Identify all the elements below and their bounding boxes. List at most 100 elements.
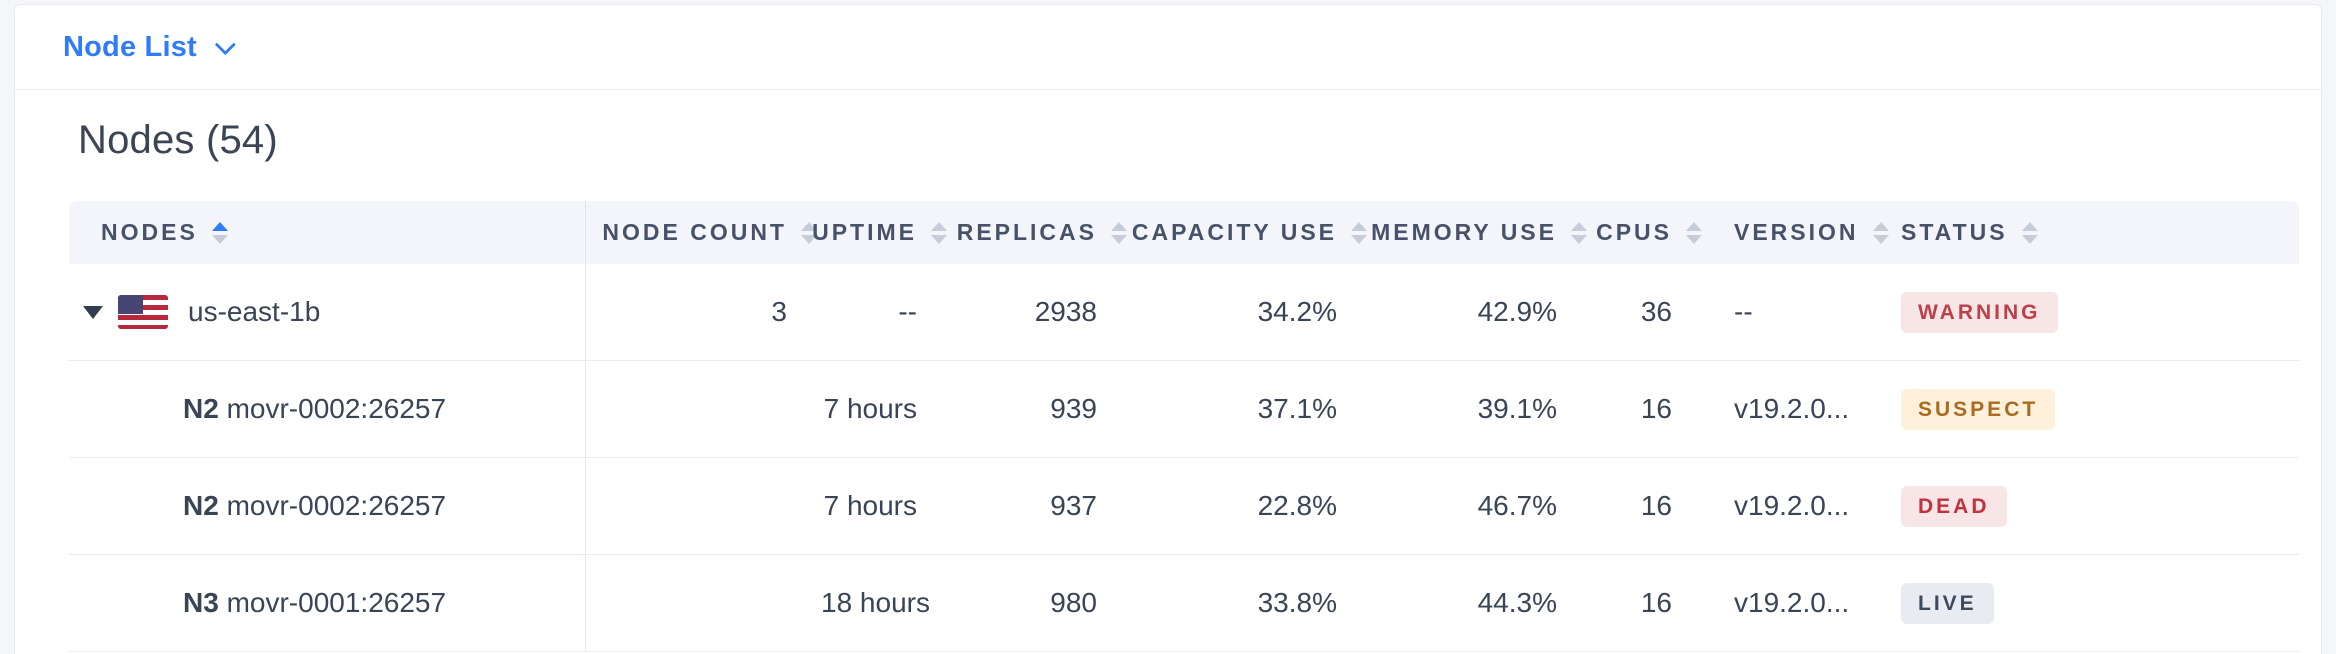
column-header-replicas[interactable]: REPLICAS — [951, 201, 1131, 264]
sort-icon — [1111, 221, 1127, 244]
column-header-name[interactable]: NODES — [69, 201, 586, 264]
cell-memory_use: 42.9% — [1477, 296, 1557, 327]
us-flag-icon — [118, 295, 168, 329]
sort-icon — [931, 221, 947, 244]
cell-replicas: 937 — [1050, 490, 1097, 521]
cell-status: SUSPECT — [1871, 388, 2299, 430]
column-header-label: CPUS — [1596, 219, 1672, 245]
node-row[interactable]: N2 movr-0002:26257 7 hours 939 37.1% 39.1% 16… — [69, 361, 2299, 458]
caret-down-icon[interactable] — [83, 305, 103, 319]
column-header-version[interactable]: VERSION — [1706, 201, 1889, 264]
cell-memory_use: 44.3% — [1477, 587, 1557, 618]
column-header-label: UPTIME — [812, 219, 917, 245]
table-body: us-east-1b 3 -- 2938 34.2% 42.9% 36 -- WARNING N2… — [69, 264, 2299, 652]
status-badge: WARNING — [1901, 291, 2058, 333]
sort-icon — [1686, 221, 1702, 244]
sort-asc-arrow-icon — [1351, 221, 1367, 231]
sort-desc-arrow-icon — [801, 234, 817, 244]
column-header-label: VERSION — [1734, 219, 1859, 245]
chevron-down-icon — [214, 33, 236, 55]
sort-asc-arrow-icon — [2021, 221, 2038, 231]
column-header-uptime[interactable]: UPTIME — [812, 201, 951, 264]
node-row[interactable]: N2 movr-0002:26257 7 hours 937 22.8% 46.7% 16… — [69, 458, 2299, 555]
cell-version: v19.2.0... — [1734, 587, 1850, 618]
cell-capacity_use: 34.2% — [1257, 296, 1337, 327]
cell-capacity_use: 22.8% — [1257, 490, 1337, 521]
node-id: N3 — [183, 587, 219, 618]
sort-icon — [801, 221, 817, 244]
cell-version: -- — [1734, 296, 1753, 327]
node-link[interactable]: N2 movr-0002:26257 — [183, 393, 446, 425]
cell-cpus: 16 — [1640, 490, 1672, 521]
cell-status: WARNING — [1871, 291, 2299, 333]
column-header-status[interactable]: STATUS — [1871, 201, 2299, 264]
node-address: movr-0002:26257 — [218, 490, 447, 521]
cell-replicas: 980 — [1050, 587, 1097, 618]
cell-uptime: 7 hours — [823, 490, 917, 521]
sort-icon — [1872, 221, 1889, 244]
node-link[interactable]: N2 movr-0002:26257 — [183, 490, 446, 522]
sort-desc-arrow-icon — [211, 234, 228, 244]
view-switcher-label: Node List — [63, 30, 197, 63]
cell-uptime: 18 hours — [821, 587, 930, 618]
column-header-label: NODE COUNT — [602, 219, 787, 245]
cell-version: v19.2.0... — [1734, 393, 1850, 424]
node-list-panel: Node List Nodes (54) NODES NODE COUNT UPTI… — [14, 4, 2322, 654]
cell-cpus: 36 — [1640, 296, 1672, 327]
sort-asc-arrow-icon — [1872, 221, 1889, 231]
cell-memory_use: 39.1% — [1477, 393, 1557, 424]
region-name: us-east-1b — [188, 296, 321, 327]
sort-desc-arrow-icon — [1686, 234, 1702, 244]
view-switcher-bar: Node List — [15, 5, 2321, 90]
cell-nodes: N3 movr-0001:26257 — [69, 555, 586, 651]
column-header-label: CAPACITY USE — [1131, 219, 1337, 245]
column-header-label: STATUS — [1901, 219, 2008, 245]
cell-capacity_use: 33.8% — [1257, 587, 1337, 618]
flag-canton — [118, 295, 143, 314]
column-header-label: NODES — [101, 219, 198, 245]
column-header-cpus[interactable]: CPUS — [1591, 201, 1706, 264]
cell-cpus: 16 — [1640, 587, 1672, 618]
cell-version: v19.2.0... — [1734, 490, 1850, 521]
column-header-capacity_use[interactable]: CAPACITY USE — [1131, 201, 1371, 264]
cell-status: DEAD — [1871, 485, 2299, 527]
cell-memory_use: 46.7% — [1477, 490, 1557, 521]
status-badge: DEAD — [1901, 485, 2007, 527]
column-header-node_count[interactable]: NODE COUNT — [586, 201, 821, 264]
sort-desc-arrow-icon — [1571, 234, 1587, 244]
view-switcher-dropdown[interactable]: Node List — [63, 30, 236, 64]
page-title: Nodes (54) — [78, 118, 278, 162]
status-badge: LIVE — [1901, 582, 1994, 624]
node-address: movr-0002:26257 — [218, 393, 447, 424]
cell-uptime: -- — [898, 296, 917, 327]
sort-icon — [211, 221, 228, 244]
cell-uptime: 7 hours — [823, 393, 917, 424]
sort-asc-arrow-icon — [801, 221, 817, 231]
sort-desc-arrow-icon — [1872, 234, 1889, 244]
node-id: N2 — [183, 490, 219, 521]
table-header-row: NODES NODE COUNT UPTIME REPLICAS CAPACITY US… — [69, 201, 2299, 264]
sort-asc-arrow-icon — [931, 221, 947, 231]
sort-asc-arrow-icon — [1111, 221, 1127, 231]
column-header-label: REPLICAS — [956, 219, 1097, 245]
cell-replicas: 2938 — [1034, 296, 1097, 327]
node-address: movr-0001:26257 — [218, 587, 447, 618]
cell-capacity_use: 37.1% — [1257, 393, 1337, 424]
content-area: Nodes (54) NODES NODE COUNT UPTIME REPLICAS… — [15, 90, 2321, 652]
sort-desc-arrow-icon — [1351, 234, 1367, 244]
sort-desc-arrow-icon — [2021, 234, 2038, 244]
column-header-memory_use[interactable]: MEMORY USE — [1371, 201, 1591, 264]
node-row[interactable]: N3 movr-0001:26257 18 hours 980 33.8% 44.3% 1… — [69, 555, 2299, 652]
cell-status: LIVE — [1871, 582, 2299, 624]
column-header-label: MEMORY USE — [1371, 219, 1557, 245]
region-row[interactable]: us-east-1b 3 -- 2938 34.2% 42.9% 36 -- WARNING — [69, 264, 2299, 361]
sort-icon — [1571, 221, 1587, 244]
nodes-table: NODES NODE COUNT UPTIME REPLICAS CAPACITY US… — [69, 201, 2299, 652]
node-id: N2 — [183, 393, 219, 424]
sort-asc-arrow-icon — [211, 221, 228, 231]
sort-asc-arrow-icon — [1571, 221, 1587, 231]
sort-asc-arrow-icon — [1686, 221, 1702, 231]
sort-desc-arrow-icon — [1111, 234, 1127, 244]
node-link[interactable]: N3 movr-0001:26257 — [183, 587, 446, 619]
cell-nodes: N2 movr-0002:26257 — [69, 361, 586, 457]
